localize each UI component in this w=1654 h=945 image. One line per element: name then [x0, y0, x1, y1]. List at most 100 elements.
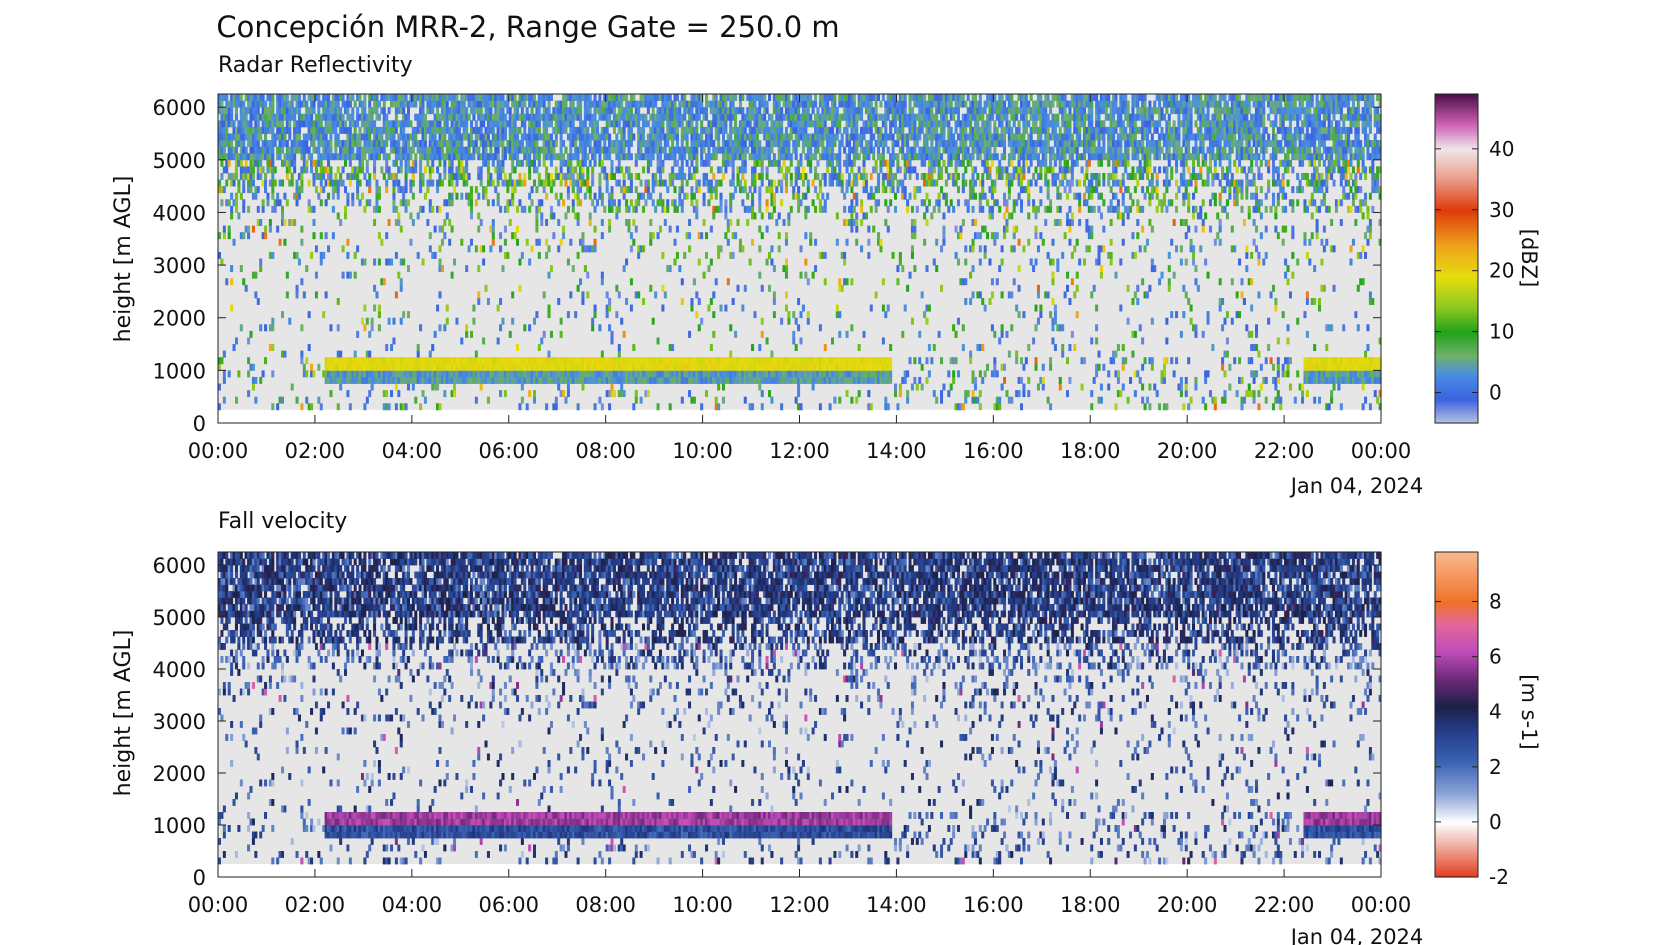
heatmap-cell	[719, 166, 723, 174]
heatmap-cell	[646, 140, 650, 148]
heatmap-cell	[261, 205, 265, 213]
heatmap-cell	[423, 94, 427, 101]
heatmap-cell	[356, 245, 360, 253]
heatmap-cell	[465, 324, 469, 332]
heatmap-cell	[605, 311, 609, 319]
heatmap-cell	[549, 370, 553, 378]
heatmap-cell	[709, 126, 713, 134]
heatmap-cell	[319, 100, 323, 108]
heatmap-cell	[411, 140, 415, 148]
heatmap-cell	[453, 100, 457, 108]
heatmap-cell	[365, 317, 369, 325]
heatmap-cell	[469, 376, 473, 384]
heatmap-cell	[595, 100, 599, 108]
heatmap-cell	[348, 113, 352, 121]
heatmap-cell	[300, 179, 304, 187]
heatmap-cell	[545, 219, 549, 226]
heatmap-cell	[305, 120, 309, 128]
heatmap-cell	[535, 146, 539, 154]
heatmap-cell	[658, 133, 662, 141]
heatmap-cell	[545, 179, 549, 187]
heatmap-cell	[671, 153, 675, 161]
heatmap-cell	[397, 390, 401, 398]
heatmap-cell	[777, 179, 781, 187]
heatmap-cell	[540, 212, 544, 220]
heatmap-cell	[343, 140, 348, 148]
heatmap-cell	[256, 94, 260, 101]
heatmap-cell	[477, 172, 481, 180]
heatmap-cell	[591, 133, 595, 141]
heatmap-cell	[629, 94, 633, 101]
heatmap-cell	[414, 370, 418, 378]
heatmap-cell	[353, 100, 357, 108]
heatmap-cell	[821, 140, 825, 148]
heatmap-cell	[804, 271, 808, 279]
heatmap-cell	[511, 232, 515, 240]
heatmap-cell	[583, 107, 587, 115]
heatmap-cell	[593, 140, 597, 148]
heatmap-cell	[474, 140, 478, 148]
heatmap-cell	[770, 192, 774, 200]
heatmap-cell	[394, 363, 398, 371]
heatmap-cell	[663, 146, 667, 154]
heatmap-cell	[656, 232, 660, 240]
heatmap-cell	[225, 153, 229, 161]
heatmap-cell	[777, 370, 781, 378]
heatmap-cell	[438, 205, 442, 213]
heatmap-cell	[426, 363, 430, 371]
heatmap-cell	[346, 153, 350, 161]
heatmap-cell	[702, 113, 706, 121]
heatmap-cell	[523, 205, 527, 213]
heatmap-cell	[896, 153, 900, 161]
heatmap-cell	[518, 172, 522, 180]
heatmap-cell	[508, 120, 512, 128]
heatmap-cell	[656, 199, 660, 207]
heatmap-cell	[467, 192, 471, 200]
heatmap-cell	[528, 120, 532, 128]
heatmap-cell	[562, 120, 566, 128]
heatmap-cell	[249, 126, 253, 134]
heatmap-cell	[297, 192, 301, 200]
heatmap-cell	[244, 225, 248, 233]
heatmap-cell	[651, 107, 655, 115]
heatmap-cell	[327, 363, 331, 371]
heatmap-cell	[261, 113, 265, 121]
heatmap-cell	[392, 140, 396, 148]
heatmap-cell	[717, 100, 721, 108]
heatmap-cell	[634, 396, 638, 404]
heatmap-cell	[729, 126, 733, 134]
heatmap-cell	[278, 179, 282, 187]
heatmap-cell	[741, 172, 745, 180]
heatmap-cell	[450, 363, 454, 371]
heatmap-cell	[721, 133, 725, 141]
heatmap-cell	[738, 146, 742, 154]
heatmap-cell	[542, 363, 546, 371]
heatmap-cell	[414, 100, 418, 108]
heatmap-cell	[661, 205, 665, 213]
heatmap-cell	[421, 126, 425, 134]
heatmap-cell	[642, 297, 646, 305]
heatmap-cell	[375, 140, 379, 148]
heatmap-cell	[896, 403, 900, 411]
heatmap-cell	[373, 146, 377, 154]
heatmap-cell	[780, 140, 784, 148]
heatmap-cell	[549, 159, 553, 167]
heatmap-cell	[542, 126, 546, 134]
heatmap-cell	[440, 107, 444, 115]
heatmap-cell	[380, 133, 384, 141]
heatmap-cell	[797, 166, 801, 174]
heatmap-cell	[847, 140, 851, 148]
heatmap-cell	[453, 383, 457, 391]
heatmap-cell	[697, 133, 701, 141]
heatmap-cell	[358, 94, 362, 101]
heatmap-cell	[768, 140, 772, 148]
heatmap-cell	[397, 166, 401, 174]
heatmap-cell	[348, 376, 352, 384]
heatmap-cell	[254, 120, 258, 128]
heatmap-cell	[278, 153, 282, 161]
heatmap-cell	[542, 113, 546, 121]
heatmap-cell	[751, 166, 755, 174]
heatmap-cell	[322, 100, 326, 108]
heatmap-cell	[419, 107, 423, 115]
heatmap-cell	[629, 376, 633, 384]
